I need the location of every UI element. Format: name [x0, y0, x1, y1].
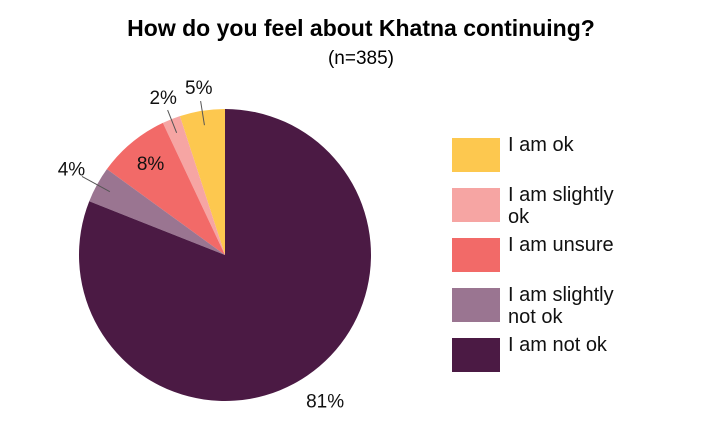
pie-slice — [162, 116, 225, 255]
legend-label: I am unsure — [508, 234, 614, 256]
chart-subtitle: (n=385) — [328, 48, 394, 69]
chart-title: How do you feel about Khatna continuing? — [127, 15, 595, 41]
legend-label: I am slightly ok — [508, 184, 614, 228]
data-label: 8% — [137, 154, 165, 175]
legend-label: I am ok — [508, 134, 574, 156]
legend-swatch — [452, 238, 500, 272]
leader-line — [81, 175, 111, 193]
leader-line — [167, 109, 178, 134]
legend-swatch — [452, 188, 500, 222]
legend-label: I am not ok — [508, 334, 607, 356]
data-label: 81% — [306, 391, 344, 412]
data-label: 5% — [185, 78, 213, 99]
data-label: 2% — [149, 88, 177, 109]
legend-swatch — [452, 288, 500, 322]
pie-slice — [106, 122, 225, 255]
legend-item: I am not ok — [452, 334, 638, 372]
legend-item: I am ok — [452, 134, 638, 172]
pie-slice — [179, 109, 225, 255]
legend-item: I am slightly not ok — [452, 284, 638, 328]
legend-item: I am unsure — [452, 234, 638, 272]
data-label: 4% — [58, 160, 86, 181]
legend: I am ok I am slightly ok I am unsure I am s… — [452, 134, 638, 388]
pie-slice — [89, 169, 226, 255]
legend-swatch — [452, 338, 500, 372]
pie-slice — [78, 109, 372, 402]
legend-label: I am slightly not ok — [508, 284, 614, 328]
legend-swatch — [452, 138, 500, 172]
legend-item: I am slightly ok — [452, 184, 638, 228]
leader-line — [200, 100, 205, 126]
